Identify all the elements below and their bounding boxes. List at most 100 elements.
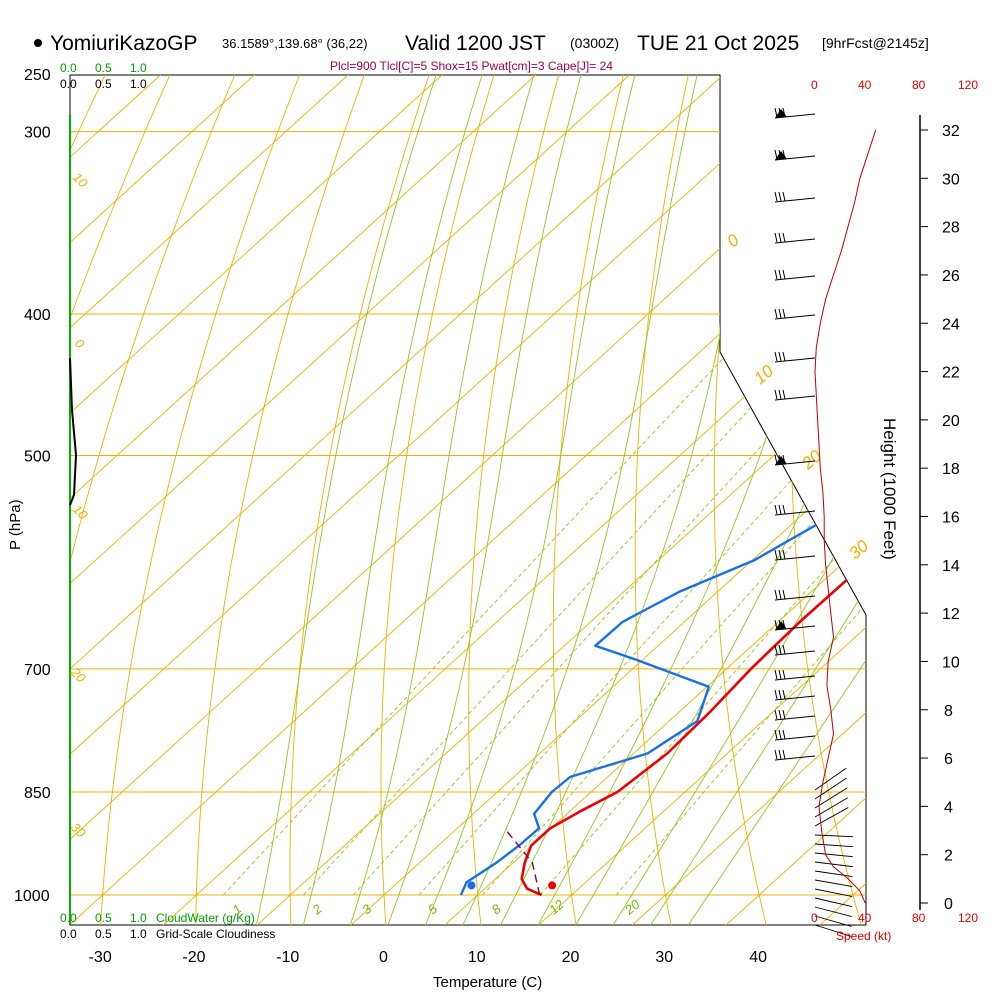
valid-time: Valid 1200 JST [405,32,546,55]
y-axis-title: P (hPa) [7,499,24,550]
wind-barb-tick-5-0 [774,308,778,319]
pressure-tick-250: 250 [24,67,51,84]
mixing-ratio-label-2: 2 [309,901,326,918]
wind-barb-tick-1-2 [782,149,786,160]
mixing-ratio-lines [222,313,866,896]
dry-adiabat--30 [100,75,335,925]
temp-tick--20: -20 [182,949,205,966]
profile-dewpoint [459,75,866,896]
pressure-tick-500: 500 [24,448,51,465]
wind-barb-16 [774,715,816,721]
wind-barb-tick-6-1 [778,351,782,362]
low-wind-barb-9 [814,870,853,878]
wind-barb-tick-9-0 [774,504,778,515]
wind-barb-tick-12-0 [774,619,778,630]
mixing-ratio-label-5: 5 [425,901,441,918]
dry-adiabat-40 [713,75,771,925]
moist-adiabat-32 [649,75,866,925]
wind-barb-9 [774,510,816,516]
wind-barb-tick-12-2 [782,619,786,630]
cw-tick-top-1: 0.5 [95,61,112,75]
spd-top-2: 80 [912,78,926,92]
temp-tick-30: 30 [655,949,673,966]
wind-barb-tick-17-1 [778,729,782,740]
cw-tick-top-0: 0.0 [60,61,77,75]
wind-barb-2 [774,197,816,203]
low-wind-barb-5 [814,834,853,838]
dry-adiabat-10 [468,75,584,925]
cw-tick-bot-2: 1.0 [130,911,147,925]
moist-adiabat-0 [349,75,561,925]
wind-barb-10 [774,555,816,561]
cloud-water-scale-bottom: 0.0 0.5 1.0 CloudWater (g/Kg) 0.0 0.5 1.… [60,911,275,941]
wind-barb-tick-6-2 [782,351,786,362]
low-wind-barb-6 [814,843,853,848]
wind-barb-tick-8-2 [782,454,786,465]
height-tick-4: 4 [944,799,953,816]
temp-tick-40: 40 [749,949,767,966]
wind-barbs [774,107,853,937]
wind-barb-tick-9-1 [778,504,782,515]
isobars [70,131,866,896]
mixing-ratio-2 [303,313,838,896]
wind-barb-tick-12-1 [778,619,782,630]
pressure-axis: 250 300 400 500 700 850 1000 [14,67,51,905]
height-axis-title: Height (1000 Feet) [880,418,899,560]
moist-adiabat-16 [499,75,789,925]
height-tick-8: 8 [944,703,953,720]
moist-adiabat-36 [687,75,866,925]
low-wind-barb-2 [814,787,848,809]
isotherm--110 [70,75,348,925]
pressure-tick-1000: 1000 [14,888,50,905]
station-name: YomiuriKazoGP [50,32,197,55]
wind-barb-tick-8-1 [778,454,782,465]
wind-barb-flag-12 [775,621,787,630]
plot-frame [69,74,867,926]
moist-adiabat-4 [387,75,606,925]
mixing-ratio-label-8: 8 [489,901,505,918]
spd-bot-1: 40 [858,911,872,925]
wind-barb-tick-15-2 [782,689,786,700]
mixing-ratio-3 [352,313,866,896]
wind-barb-tick-3-1 [778,232,782,243]
moist-adiabat-8 [424,75,658,925]
moist-adiabat-24 [574,75,866,925]
mixing-ratio-label-3: 3 [359,901,375,918]
isotherm--10 [255,75,866,925]
valid-date: TUE 21 Oct 2025 [637,32,799,55]
height-tick-22: 22 [942,365,960,382]
wind-barb-18 [774,755,816,761]
wind-barb-flag-0 [775,109,787,118]
low-wind-barb-14 [814,915,852,927]
wind-barb-tick-7-0 [774,389,778,400]
cw-tick-bot-1: 0.5 [95,911,112,925]
height-tick-6: 6 [944,751,953,768]
wind-barb-tick-10-0 [774,549,778,560]
wind-barb-tick-2-0 [774,191,778,202]
isotherms [70,75,866,925]
spd-bot-3: 120 [958,911,978,925]
pressure-tick-300: 300 [24,125,51,142]
wind-barb-tick-0-1 [778,107,782,118]
height-tick-24: 24 [942,316,960,333]
mixing-ratio-8 [482,313,866,896]
height-tick-12: 12 [942,606,960,623]
wind-barb-tick-14-2 [782,669,786,680]
isotherm-label-1: 10 [750,361,777,388]
low-wind-barb-15 [814,924,852,937]
wind-barb-17 [774,735,816,741]
pressure-tick-700: 700 [24,662,51,679]
dry-adiabat--40 [70,75,272,925]
isotherm--60 [70,75,817,925]
wind-barb-4 [774,275,816,281]
isotherm-label-2: 20 [798,446,826,474]
moist-adiabat-12 [462,75,718,925]
wind-barb-tick-13-2 [782,644,786,655]
spd-top-1: 40 [858,78,872,92]
wind-barb-tick-8-0 [774,454,778,465]
cl-tick-bot-1: 0.5 [95,927,112,941]
dry-adiabat--60 [70,75,148,925]
